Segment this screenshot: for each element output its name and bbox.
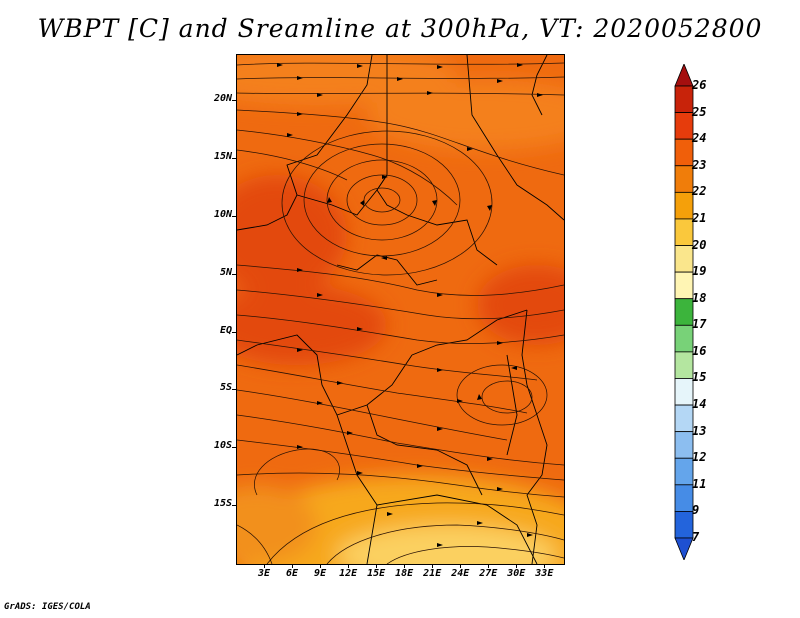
colorbar-label: 26 bbox=[692, 78, 707, 92]
lat-tick bbox=[232, 331, 236, 333]
lon-label: 18E bbox=[395, 568, 414, 579]
lon-tick bbox=[460, 564, 462, 568]
lon-label: 24E bbox=[451, 568, 470, 579]
colorbar-label: 18 bbox=[692, 290, 707, 305]
colorbar-swatch bbox=[674, 85, 694, 113]
colorbar-swatch bbox=[674, 484, 694, 512]
colorbar-swatch bbox=[674, 245, 694, 273]
lat-tick bbox=[232, 158, 236, 160]
lat-tick bbox=[232, 389, 236, 391]
map-svg bbox=[237, 55, 564, 564]
colorbar-label: 16 bbox=[692, 343, 707, 358]
colorbar-swatch bbox=[674, 271, 694, 300]
lat-tick bbox=[232, 100, 236, 102]
colorbar-top-arrow bbox=[674, 62, 694, 87]
lon-tick bbox=[544, 564, 546, 568]
chart-title: WBPT [C] and Sreamline at 300hPa, VT: 20… bbox=[37, 14, 763, 43]
colorbar-label: 15 bbox=[692, 370, 707, 385]
lon-tick bbox=[320, 564, 322, 568]
colorbar-swatch bbox=[674, 351, 694, 379]
colorbar-label: 13 bbox=[692, 423, 707, 438]
lat-label: 15S bbox=[213, 498, 232, 510]
colorbar-swatch bbox=[674, 138, 694, 167]
colorbar-swatch bbox=[674, 324, 694, 353]
lon-label: 6E bbox=[286, 568, 299, 579]
colorbar-label: 25 bbox=[692, 104, 707, 119]
lat-tick bbox=[232, 505, 236, 507]
streamline-arrows bbox=[277, 63, 543, 547]
streamlines bbox=[237, 62, 564, 564]
colorbar-swatch bbox=[674, 511, 694, 539]
lat-label: 5N bbox=[219, 266, 232, 278]
lon-label: 33E bbox=[535, 568, 554, 579]
lon-tick bbox=[376, 564, 378, 568]
colorbar-label: 21 bbox=[692, 210, 707, 225]
lat-label: 15N bbox=[213, 151, 232, 163]
colorbar-label: 20 bbox=[692, 237, 707, 252]
lat-label: 5S bbox=[219, 382, 232, 394]
lon-tick bbox=[488, 564, 490, 568]
lon-tick bbox=[292, 564, 294, 568]
colorbar-label: 23 bbox=[692, 157, 707, 172]
lon-label: 9E bbox=[314, 568, 327, 579]
lat-tick bbox=[232, 447, 236, 449]
field-shading bbox=[237, 55, 564, 564]
lat-label: 20N bbox=[213, 93, 232, 105]
colorbar-swatch bbox=[674, 404, 694, 433]
colorbar-bottom-arrow bbox=[674, 537, 694, 562]
lat-tick bbox=[232, 273, 236, 275]
colorbar-label: 17 bbox=[692, 317, 707, 332]
colorbar-swatch bbox=[674, 112, 694, 140]
lon-label: 21E bbox=[423, 568, 442, 579]
colorbar-swatch bbox=[674, 378, 694, 406]
lon-label: 27E bbox=[479, 568, 498, 579]
colorbar-svg bbox=[674, 62, 694, 562]
lon-tick bbox=[516, 564, 518, 568]
colorbar-swatch bbox=[674, 457, 694, 486]
map-panel bbox=[236, 54, 565, 565]
lon-label: 15E bbox=[367, 568, 386, 579]
lon-tick bbox=[404, 564, 406, 568]
lat-label: 10S bbox=[213, 440, 232, 452]
colorbar-label: 12 bbox=[692, 450, 707, 465]
lon-tick bbox=[432, 564, 434, 568]
colorbar-label: 9 bbox=[692, 503, 700, 518]
colorbar-swatch bbox=[674, 191, 694, 220]
colorbar-label: 11 bbox=[692, 476, 707, 491]
colorbar-swatch bbox=[674, 431, 694, 459]
colorbar-label: 7 bbox=[692, 530, 700, 544]
colorbar-label: 14 bbox=[692, 397, 707, 412]
colorbar-label: 19 bbox=[692, 264, 707, 279]
colorbar bbox=[674, 62, 694, 564]
lat-label: 10N bbox=[213, 208, 232, 220]
lon-tick bbox=[348, 564, 350, 568]
colorbar-swatch bbox=[674, 218, 694, 246]
colorbar-label: 24 bbox=[692, 131, 707, 146]
colorbar-label: 22 bbox=[692, 184, 707, 199]
footer-credit: GrADS: IGES/COLA bbox=[4, 602, 91, 612]
lat-label: EQ bbox=[219, 324, 232, 336]
lat-tick bbox=[232, 215, 236, 217]
lon-label: 12E bbox=[339, 568, 358, 579]
lon-label: 3E bbox=[257, 568, 271, 579]
country-borders bbox=[237, 55, 564, 564]
lon-label: 30E bbox=[507, 568, 526, 579]
colorbar-swatch bbox=[674, 165, 694, 193]
lon-tick bbox=[264, 564, 266, 568]
colorbar-swatch bbox=[674, 298, 694, 326]
